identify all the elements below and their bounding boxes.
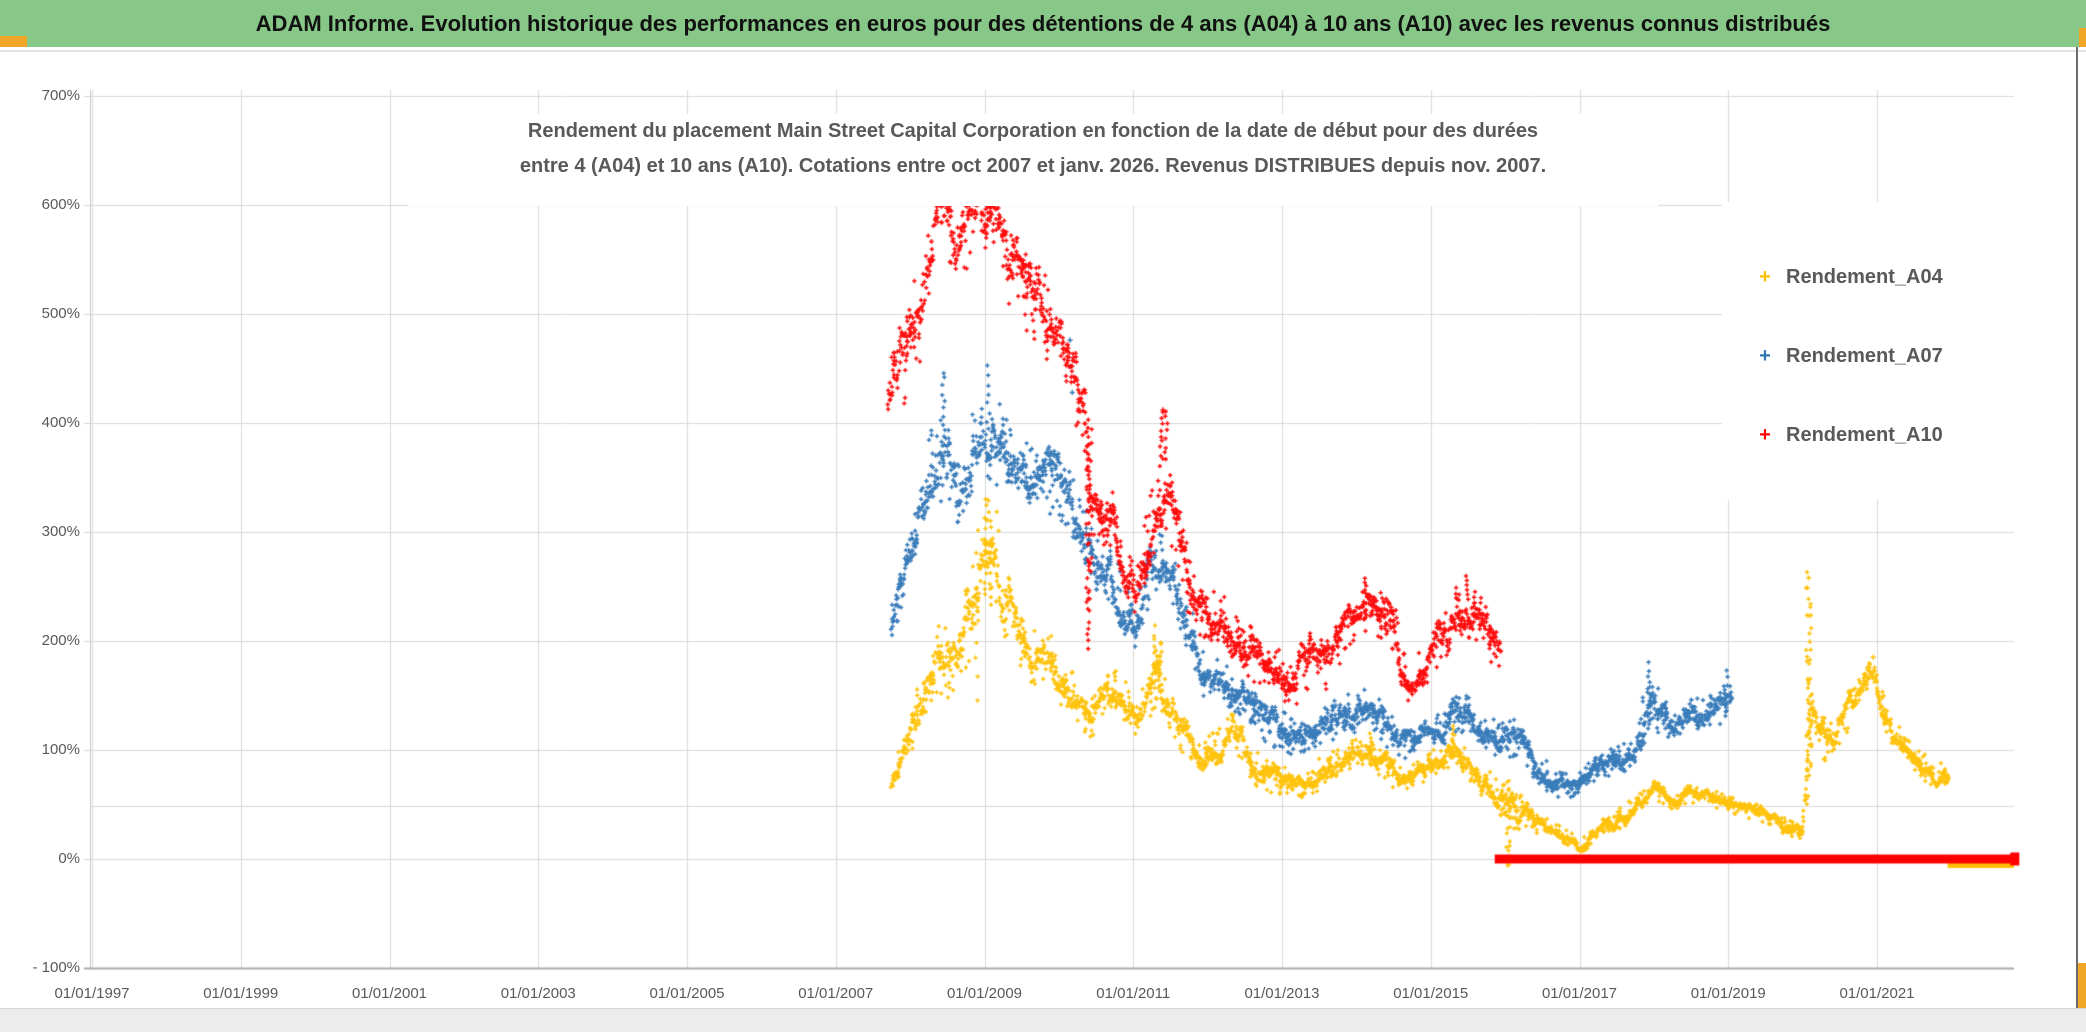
legend-label: Rendement_A04 bbox=[1786, 266, 1943, 288]
y-axis-tick-label: - 100% bbox=[32, 959, 80, 976]
legend-marker-icon: + bbox=[1759, 345, 1771, 367]
x-axis-tick-label: 01/01/1997 bbox=[54, 985, 130, 1002]
banner-accent-left bbox=[0, 36, 27, 47]
x-axis-tick-label: 01/01/2019 bbox=[1690, 985, 1766, 1002]
chart-title-line1: Rendement du placement Main Street Capit… bbox=[527, 120, 1539, 142]
y-axis-tick-label: 200% bbox=[41, 632, 80, 649]
x-axis-tick-label: 01/01/2001 bbox=[351, 985, 428, 1002]
legend-label: Rendement_A07 bbox=[1786, 345, 1943, 367]
legend-item-rendement_a04[interactable]: + Rendement_A04 bbox=[1722, 238, 2014, 317]
banner-title: ADAM Informe. Evolution historique des p… bbox=[255, 10, 1831, 36]
y-axis-tick-label: 600% bbox=[41, 196, 80, 213]
legend-label: Rendement_A10 bbox=[1786, 424, 1943, 446]
window-bottom-strip bbox=[0, 1008, 2086, 1032]
y-axis-tick-label: 400% bbox=[41, 414, 80, 431]
chart-title: Rendement du placement Main Street Capit… bbox=[408, 114, 1658, 206]
window-right-edge bbox=[2076, 47, 2078, 1010]
legend-item-rendement_a07[interactable]: + Rendement_A07 bbox=[1722, 317, 2014, 396]
chart-title-line2: entre 4 (A04) et 10 ans (A10). Cotations… bbox=[519, 155, 1547, 177]
y-axis-tick-label: 700% bbox=[41, 87, 80, 104]
x-axis-tick-label: 01/01/2007 bbox=[798, 985, 874, 1002]
banner-divider bbox=[0, 50, 2086, 52]
x-axis-tick-label: 01/01/2013 bbox=[1244, 985, 1320, 1002]
y-axis-tick-label: 300% bbox=[41, 523, 80, 540]
legend-marker-icon: + bbox=[1759, 424, 1771, 446]
chart-area[interactable]: Rendement du placement Main Street Capit… bbox=[0, 52, 2076, 1008]
y-axis-tick-label: 0% bbox=[58, 850, 80, 867]
legend: + Rendement_A04 + Rendement_A07 + Rendement_A… bbox=[1722, 202, 2014, 500]
banner-accent-right bbox=[2079, 28, 2086, 47]
x-axis-tick-label: 01/01/2011 bbox=[1096, 985, 1171, 1002]
x-axis-tick-label: 01/01/2005 bbox=[649, 985, 725, 1002]
x-axis-tick-label: 01/01/2009 bbox=[946, 985, 1023, 1002]
x-axis-tick-label: 01/01/2021 bbox=[1839, 985, 1915, 1002]
x-axis-tick-label: 01/01/2003 bbox=[500, 985, 576, 1002]
legend-item-rendement_a10[interactable]: + Rendement_A10 bbox=[1722, 396, 2014, 475]
window-right-accent-bar bbox=[2078, 963, 2086, 1032]
y-axis-tick-label: 100% bbox=[41, 741, 80, 758]
x-axis-tick-label: 01/01/2015 bbox=[1393, 985, 1469, 1002]
x-axis-tick-label: 01/01/2017 bbox=[1541, 985, 1618, 1002]
x-axis-tick-label: 01/01/1999 bbox=[203, 985, 279, 1002]
app-title-banner: ADAM Informe. Evolution historique des p… bbox=[0, 0, 2086, 47]
legend-marker-icon: + bbox=[1759, 266, 1771, 288]
y-axis-tick-label: 500% bbox=[41, 305, 80, 322]
